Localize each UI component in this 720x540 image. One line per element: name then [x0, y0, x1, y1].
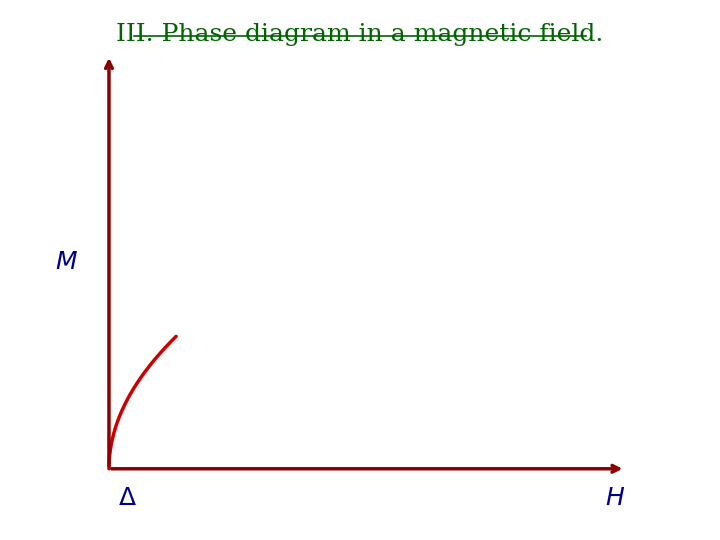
- Text: Δ: Δ: [118, 487, 135, 510]
- Text: III. Phase diagram in a magnetic field.: III. Phase diagram in a magnetic field.: [117, 23, 603, 46]
- Text: M: M: [55, 250, 77, 274]
- Text: H: H: [606, 487, 624, 510]
